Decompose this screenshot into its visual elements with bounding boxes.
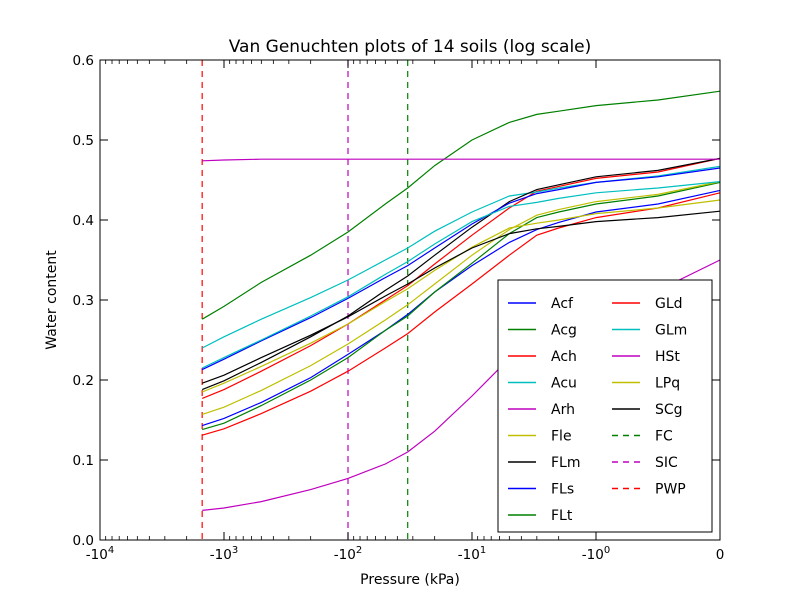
legend-label-acu: Acu (551, 376, 577, 392)
series-line-fls (201, 167, 721, 371)
legend-label-fc: FC (655, 429, 673, 445)
y-axis-label: Water content (44, 250, 60, 350)
x-tick-label: -102 (334, 545, 362, 563)
x-tick-label: -101 (458, 545, 486, 563)
series-line-fle (202, 181, 721, 415)
y-tick-label: 0.2 (73, 373, 94, 389)
legend-label-sic: SIC (655, 455, 678, 471)
y-tick-label: 0.3 (73, 293, 94, 309)
legend-label-fle: Fle (551, 429, 572, 445)
legend: Acf Acg Ach Acu Arh Fle FLm FLs FLt GLd GLm HSt LPq S… (497, 279, 713, 533)
series-line-flm (201, 157, 721, 391)
legend-label-acf: Acf (551, 296, 574, 312)
legend-box (497, 279, 713, 533)
legend-label-gld: GLd (655, 296, 683, 312)
series-line-flt (201, 90, 721, 320)
series-line-ach (201, 157, 721, 399)
legend-label-acg: Acg (551, 323, 577, 339)
y-tick-label: 0.0 (73, 533, 94, 549)
series-line-scg (201, 210, 721, 384)
legend-label-scg: SCg (655, 402, 683, 418)
series-line-gld (202, 192, 721, 436)
legend-label-glm: GLm (655, 323, 687, 339)
y-tick-label: 0.4 (73, 213, 94, 229)
chart-title: Van Genuchten plots of 14 soils (log sca… (229, 37, 592, 57)
legend-label-lpq: LPq (655, 376, 680, 392)
legend-label-flt: FLt (551, 508, 573, 524)
legend-label-flm: FLm (551, 455, 581, 471)
x-tick-label: -104 (86, 545, 114, 563)
legend-label-arh: Arh (551, 402, 575, 418)
x-tick-label: 0 (716, 547, 725, 563)
series-line-lpq (201, 199, 721, 393)
x-tick-label: -100 (582, 545, 610, 563)
series-line-acg (202, 181, 721, 431)
legend-label-hst: HSt (655, 349, 680, 365)
legend-label-fls: FLs (551, 482, 574, 498)
series-line-glm (201, 181, 721, 369)
legend-label-pwp: PWP (655, 482, 686, 498)
plot-area: -104 -103 -102 -101 -100 0 0.0 0.1 0.2 0.3 0.4 0.5 0… (73, 53, 725, 563)
y-tick-label: 0.5 (73, 133, 94, 149)
x-tick-label: -103 (210, 545, 238, 563)
y-tick-label: 0.6 (73, 53, 94, 69)
series-line-hst (202, 158, 720, 162)
x-axis-label: Pressure (kPa) (360, 572, 460, 588)
legend-label-ach: Ach (551, 349, 577, 365)
y-tick-label: 0.1 (73, 453, 94, 469)
